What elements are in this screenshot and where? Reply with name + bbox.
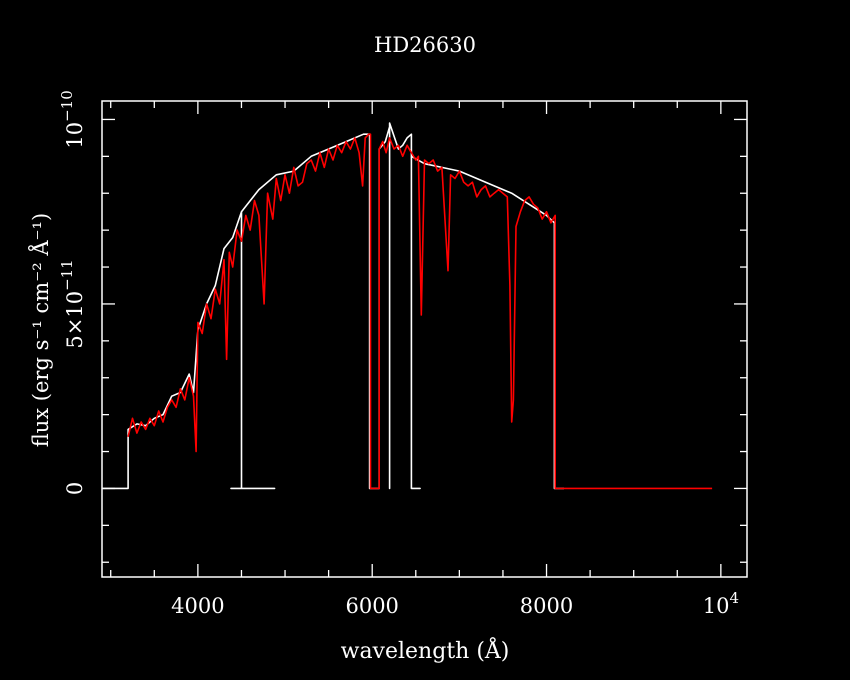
y-tick-label: 0 [63,482,87,495]
spectrum-series-1 [102,122,564,490]
y-tick-label: 5×10−11 [58,259,87,348]
axis-ticks [102,101,747,577]
x-tick-label: 8000 [520,594,573,618]
y-tick-label-group: 0 [63,482,87,495]
spectrum-series-2 [127,133,713,490]
x-axis-label: wavelength (Å) [341,636,510,664]
series-layer [102,122,713,490]
x-tick-label: 4000 [171,594,224,618]
plot-frame [101,100,748,578]
y-axis-label: flux (erg s⁻¹ cm⁻² Å⁻¹) [28,213,53,448]
tick-labels: 4000 6000 8000 104 0 5×10−11 10−10 [58,90,739,618]
y-tick-label-group: 10−10 [58,90,87,148]
x-tick-label: 6000 [345,594,398,618]
chart-title: HD26630 [374,33,476,57]
y-tick-label: 10−10 [58,90,87,148]
y-tick-label-group: 5×10−11 [58,259,87,348]
x-tick-label: 104 [703,589,739,618]
